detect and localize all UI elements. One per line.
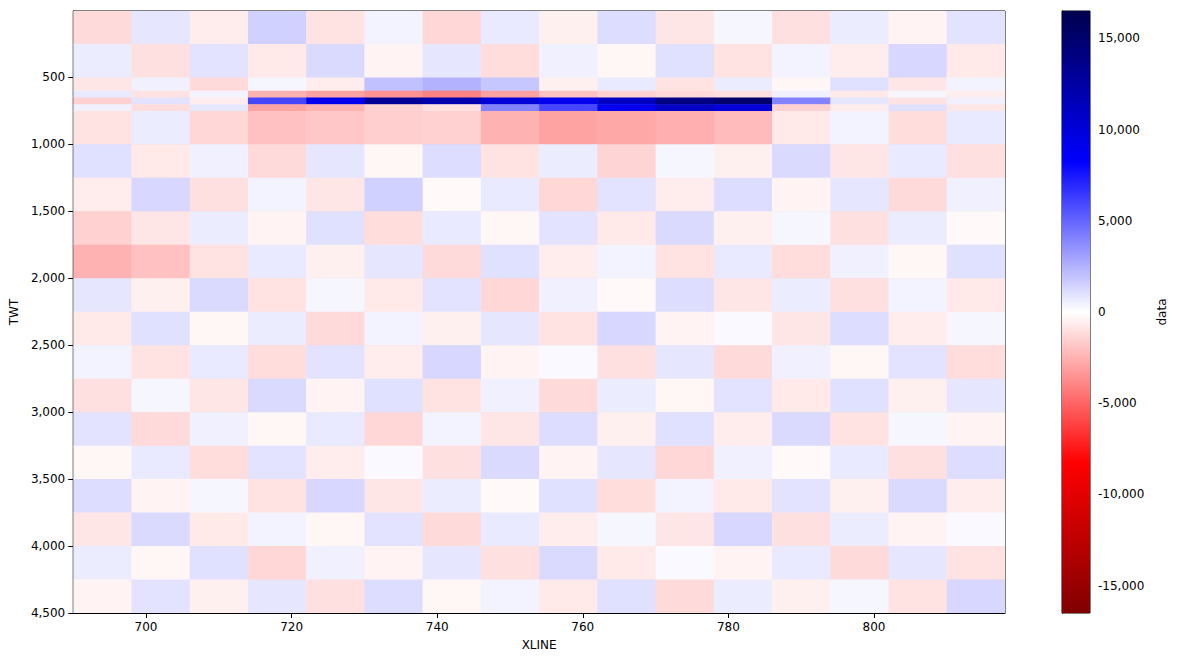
svg-text:1,500: 1,500 [31, 204, 65, 218]
svg-text:TWT: TWT [7, 298, 21, 326]
svg-text:4,500: 4,500 [31, 606, 65, 620]
svg-text:720: 720 [280, 620, 303, 634]
svg-text:XLINE: XLINE [522, 638, 557, 652]
svg-text:760: 760 [571, 620, 594, 634]
svg-text:3,000: 3,000 [31, 405, 65, 419]
svg-text:500: 500 [42, 70, 65, 84]
svg-text:4,000: 4,000 [31, 539, 65, 553]
svg-text:2,000: 2,000 [31, 271, 65, 285]
svg-text:10,000: 10,000 [1098, 123, 1140, 137]
svg-text:-5,000: -5,000 [1098, 396, 1137, 410]
svg-text:780: 780 [717, 620, 740, 634]
svg-text:740: 740 [426, 620, 449, 634]
svg-text:1,000: 1,000 [31, 137, 65, 151]
svg-text:-10,000: -10,000 [1098, 487, 1144, 501]
svg-text:3,500: 3,500 [31, 472, 65, 486]
svg-text:2,500: 2,500 [31, 338, 65, 352]
svg-text:800: 800 [863, 620, 886, 634]
svg-text:data: data [1155, 298, 1169, 325]
svg-text:5,000: 5,000 [1098, 214, 1132, 228]
svg-text:-15,000: -15,000 [1098, 579, 1144, 593]
svg-text:15,000: 15,000 [1098, 31, 1140, 45]
svg-text:0: 0 [1098, 305, 1106, 319]
svg-text:700: 700 [135, 620, 158, 634]
